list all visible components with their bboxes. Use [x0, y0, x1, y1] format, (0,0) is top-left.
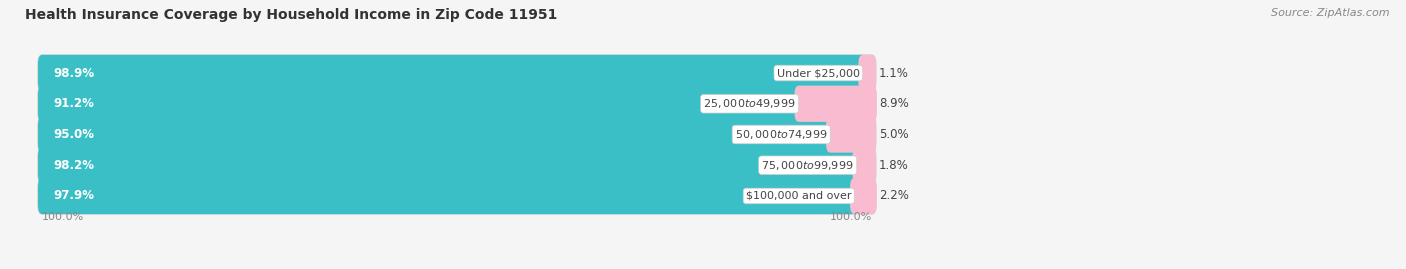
Text: $25,000 to $49,999: $25,000 to $49,999 [703, 97, 796, 110]
FancyBboxPatch shape [827, 116, 876, 153]
Text: 1.8%: 1.8% [879, 159, 908, 172]
FancyBboxPatch shape [38, 178, 876, 214]
Text: Under $25,000: Under $25,000 [776, 68, 860, 78]
FancyBboxPatch shape [38, 55, 868, 91]
FancyBboxPatch shape [852, 147, 876, 183]
Text: 5.0%: 5.0% [879, 128, 908, 141]
FancyBboxPatch shape [38, 178, 859, 214]
FancyBboxPatch shape [38, 147, 876, 183]
Text: 100.0%: 100.0% [830, 212, 872, 222]
Text: $50,000 to $74,999: $50,000 to $74,999 [735, 128, 827, 141]
FancyBboxPatch shape [38, 147, 860, 183]
FancyBboxPatch shape [38, 86, 803, 122]
Text: $75,000 to $99,999: $75,000 to $99,999 [762, 159, 853, 172]
Text: 97.9%: 97.9% [53, 189, 94, 203]
FancyBboxPatch shape [38, 116, 835, 153]
Text: 98.2%: 98.2% [53, 159, 94, 172]
FancyBboxPatch shape [794, 86, 877, 122]
Text: 2.2%: 2.2% [880, 189, 910, 203]
Text: 8.9%: 8.9% [880, 97, 910, 110]
FancyBboxPatch shape [859, 55, 876, 91]
Text: 95.0%: 95.0% [53, 128, 94, 141]
Text: $100,000 and over: $100,000 and over [747, 191, 852, 201]
Text: 100.0%: 100.0% [42, 212, 84, 222]
Text: Health Insurance Coverage by Household Income in Zip Code 11951: Health Insurance Coverage by Household I… [25, 8, 558, 22]
Text: Source: ZipAtlas.com: Source: ZipAtlas.com [1271, 8, 1389, 18]
FancyBboxPatch shape [38, 86, 876, 122]
Text: 98.9%: 98.9% [53, 66, 94, 80]
FancyBboxPatch shape [38, 55, 876, 91]
Text: 91.2%: 91.2% [53, 97, 94, 110]
FancyBboxPatch shape [38, 116, 876, 153]
Text: 1.1%: 1.1% [879, 66, 908, 80]
FancyBboxPatch shape [851, 178, 877, 214]
